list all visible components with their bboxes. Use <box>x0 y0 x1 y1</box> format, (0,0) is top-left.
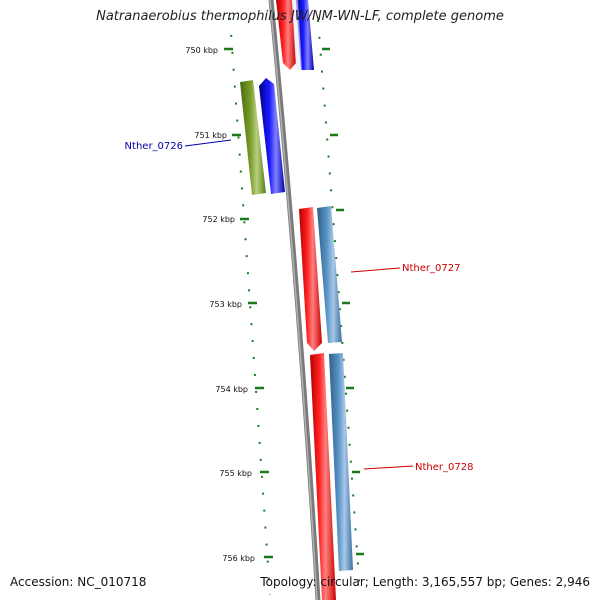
leader-nther0728 <box>363 465 414 470</box>
gene-nther0727[interactable] <box>317 206 342 343</box>
accession-text: Accession: NC_010718 <box>10 575 147 589</box>
genome-backbone-highlight <box>269 0 318 601</box>
tick-label-756: 756 kbp <box>222 554 255 563</box>
genome-backbone <box>268 0 321 601</box>
tick-labels: 750 kbp 751 kbp 752 kbp 753 kbp 754 kbp … <box>185 46 255 563</box>
tick-track-right <box>317 19 361 596</box>
tick-label-753: 753 kbp <box>209 300 242 309</box>
major-ticks-right <box>322 47 364 556</box>
tick-label-751: 751 kbp <box>194 131 227 140</box>
map-title: Natranaerobius thermophilus JW/NM-WN-LF,… <box>96 9 504 24</box>
major-ticks-left <box>224 47 273 559</box>
gene-olive[interactable] <box>240 80 266 195</box>
tick-label-752: 752 kbp <box>202 215 235 224</box>
gene-red-0728[interactable] <box>310 353 336 600</box>
gene-top-spacer <box>292 0 302 70</box>
gene-top-red[interactable] <box>276 0 296 70</box>
gene-label-nther0727[interactable]: Nther_0727 <box>402 263 460 274</box>
leader-nther0726 <box>184 139 232 147</box>
leader-nther0727 <box>350 267 401 273</box>
gene-label-nther0726[interactable]: Nther_0726 <box>125 141 183 152</box>
tick-label-755: 755 kbp <box>219 469 252 478</box>
gene-nther0728[interactable] <box>329 353 353 571</box>
tick-label-750: 750 kbp <box>185 46 218 55</box>
gene-nther0726[interactable] <box>259 78 285 194</box>
gene-label-nther0728[interactable]: Nther_0728 <box>415 462 473 473</box>
tick-label-754: 754 kbp <box>215 385 248 394</box>
topology-text: Topology: circular; Length: 3,165,557 bp… <box>260 575 590 589</box>
gene-red-0727[interactable] <box>299 207 322 351</box>
